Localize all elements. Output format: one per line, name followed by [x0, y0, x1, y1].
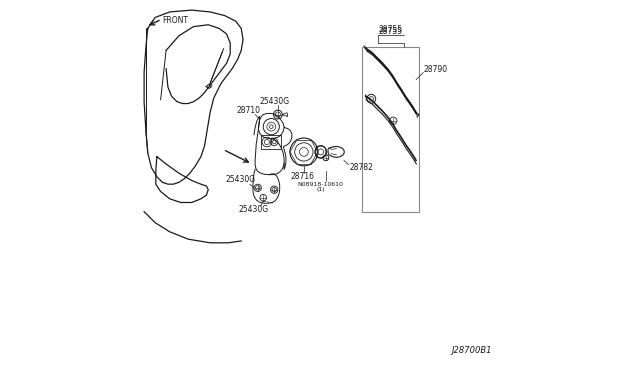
Text: N08918-10610: N08918-10610: [298, 182, 344, 187]
Text: J28700B1: J28700B1: [452, 346, 492, 355]
Text: 28755: 28755: [379, 27, 403, 36]
Text: (1): (1): [316, 187, 325, 192]
Text: 28755: 28755: [379, 25, 403, 34]
Bar: [362, 47, 419, 212]
Text: 25430G: 25430G: [259, 97, 289, 106]
Text: 28790: 28790: [424, 65, 448, 74]
Text: 28716: 28716: [291, 171, 314, 181]
Text: 28782: 28782: [349, 163, 373, 171]
Text: 25430G: 25430G: [238, 205, 268, 214]
Text: 28710: 28710: [237, 106, 260, 115]
Bar: [260, 135, 281, 149]
Text: FRONT: FRONT: [163, 16, 188, 25]
Text: 25430G: 25430G: [225, 175, 255, 185]
